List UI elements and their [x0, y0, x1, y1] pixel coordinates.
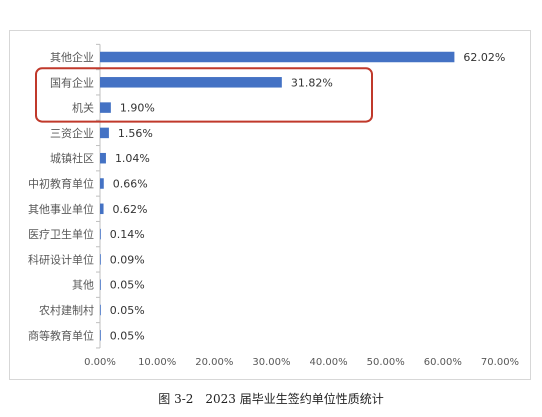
category-label: 中初教育单位 [28, 177, 94, 191]
x-tick-label: 0.00% [84, 357, 116, 368]
data-label: 62.02% [463, 51, 505, 64]
bar [100, 102, 111, 113]
category-label: 农村建制村 [39, 303, 94, 317]
category-label: 其他事业单位 [28, 202, 94, 216]
x-tick-label: 10.00% [138, 357, 176, 368]
data-label: 0.05% [110, 304, 145, 317]
x-tick-label: 20.00% [195, 357, 233, 368]
bar [100, 304, 101, 316]
data-label: 1.56% [118, 127, 153, 140]
x-tick-label: 60.00% [424, 357, 462, 368]
x-tick-label: 50.00% [367, 357, 405, 368]
chart-frame [9, 30, 531, 380]
bar [100, 203, 104, 215]
bar [100, 228, 101, 240]
bar [100, 127, 109, 139]
category-label: 三资企业 [50, 126, 94, 140]
bar-chart: 其他企业 62.02% 国有企业 31.82% 机关 1.90% 三资企业 1.56% 城镇社区… [28, 43, 519, 368]
bar [100, 77, 282, 88]
data-label: 0.14% [110, 228, 145, 241]
x-tick-label: 30.00% [252, 357, 290, 368]
bar [100, 51, 455, 63]
figure-caption: 图 3-2 2023 届毕业生签约单位性质统计 [158, 392, 384, 406]
data-label: 1.04% [115, 152, 150, 165]
highlight-box [35, 67, 373, 123]
bar [100, 254, 101, 265]
data-label: 1.90% [120, 102, 155, 115]
bar [100, 178, 104, 189]
data-label: 31.82% [291, 76, 333, 89]
x-tick-label: 70.00% [481, 357, 519, 368]
data-label: 0.62% [113, 203, 148, 216]
data-label: 0.09% [110, 253, 145, 266]
category-label: 国有企业 [50, 75, 94, 89]
category-label: 其他企业 [50, 50, 94, 64]
bar [100, 279, 101, 290]
bar [100, 330, 101, 341]
category-label: 商等教育单位 [28, 328, 94, 342]
category-label: 科研设计单位 [28, 252, 94, 266]
category-label: 医疗卫生单位 [28, 227, 94, 241]
x-tick-label: 40.00% [310, 357, 348, 368]
category-label: 其他 [72, 279, 94, 292]
bar [100, 152, 106, 164]
category-label: 机关 [72, 101, 94, 115]
data-label: 0.05% [110, 329, 145, 342]
category-label: 城镇社区 [50, 151, 94, 165]
data-label: 0.05% [110, 279, 145, 292]
data-label: 0.66% [113, 178, 148, 191]
